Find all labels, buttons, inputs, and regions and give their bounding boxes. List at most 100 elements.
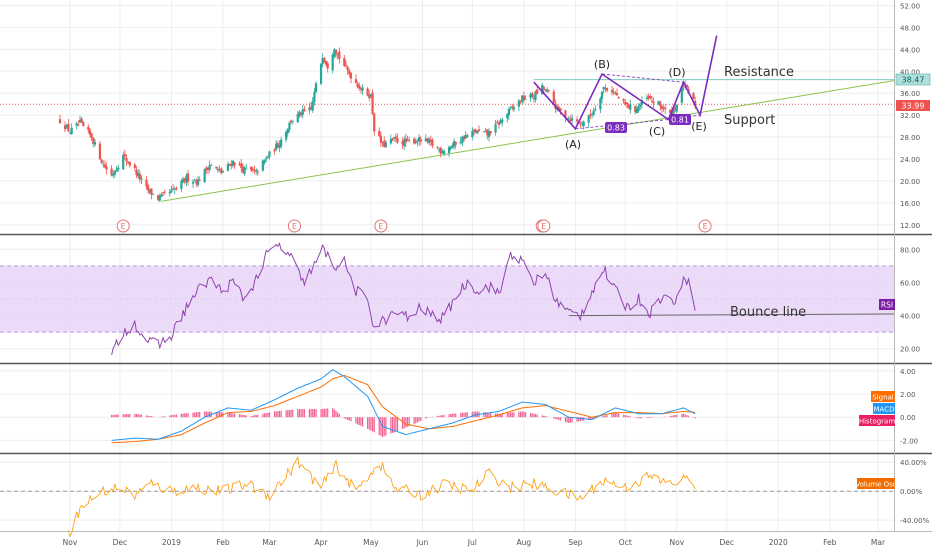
candle-body: [413, 138, 416, 144]
candle-body: [416, 140, 419, 142]
candle-body: [93, 141, 97, 145]
candle-body: [175, 188, 178, 190]
candle-body: [494, 123, 497, 133]
pattern-label-d: (D): [668, 66, 685, 79]
candle-body: [615, 92, 619, 96]
candle-body: [406, 139, 409, 141]
earnings-event-icon[interactable]: [374, 219, 388, 233]
candle-body: [511, 106, 514, 108]
price-tick-label: 24.00: [900, 156, 920, 164]
candle-body: [637, 106, 640, 111]
earnings-event-icon[interactable]: [116, 219, 130, 233]
candle-body: [185, 175, 188, 183]
candle-body: [127, 161, 130, 164]
date-tick-label: Oct: [619, 538, 632, 547]
candle-body: [196, 179, 200, 186]
candle-body: [346, 66, 349, 71]
candle-body: [599, 98, 602, 110]
candle-body: [296, 114, 299, 123]
rsi-line: [111, 242, 696, 356]
candle-body: [589, 114, 592, 116]
candle-body: [559, 108, 562, 111]
candle-body: [506, 114, 509, 119]
candle-body: [590, 114, 594, 116]
candle-body: [612, 91, 615, 93]
reference-lines: [0, 79, 895, 492]
price-tick-label: 28.00: [900, 134, 920, 142]
candle-body: [133, 164, 136, 169]
candle-body: [428, 139, 431, 143]
candle-body: [221, 170, 225, 173]
candle-body: [652, 101, 655, 104]
candle-body: [145, 179, 148, 187]
candle-body: [639, 104, 642, 107]
candle-body: [218, 169, 221, 171]
macd-tick-label: 2.00: [900, 391, 916, 399]
date-tick-label: Apr: [315, 538, 329, 547]
candle-body: [647, 95, 650, 99]
candle-body: [441, 151, 444, 154]
candle-body: [186, 173, 190, 182]
signal-tag-box: [871, 391, 895, 402]
candle-body: [496, 121, 499, 123]
axes: 52.00 48.00 44.00 40.00 36.00 32.00 28.00 24.00…: [63, 2, 930, 547]
candle-body: [238, 163, 241, 165]
macd-tick-label: 0.00: [900, 414, 916, 422]
candle-body: [431, 139, 434, 146]
candle-body: [75, 123, 78, 126]
earnings-event-label: E: [703, 222, 708, 231]
candle-body: [349, 72, 353, 79]
candle-body: [634, 106, 637, 113]
candle-body: [660, 106, 663, 109]
candle-body: [228, 163, 231, 166]
candle-body: [268, 151, 271, 157]
candle-body: [253, 170, 256, 171]
candle-body: [466, 135, 469, 138]
candle-body: [334, 49, 338, 54]
earnings-event-label: E: [378, 222, 383, 231]
candle-body: [203, 169, 206, 183]
candle-body: [536, 89, 539, 94]
candle-body: [408, 139, 411, 141]
candle-body: [102, 163, 105, 165]
candle-body: [309, 106, 313, 109]
earnings-event-icon[interactable]: [698, 219, 712, 233]
candle-body: [403, 139, 406, 147]
candle-body: [474, 129, 477, 133]
candle-body: [324, 61, 328, 65]
support-trendline: [161, 80, 895, 202]
histogram-tag-box: [859, 415, 895, 426]
resistance-annotation: Resistance: [724, 65, 794, 80]
price-tick-label: 20.00: [900, 178, 920, 186]
candle-body: [439, 147, 442, 154]
price-tick-label: 16.00: [900, 200, 920, 208]
candle-body: [685, 84, 688, 88]
candle-body: [98, 143, 102, 160]
date-tick-label: May: [363, 538, 379, 547]
price-tick-label: 12.00: [900, 222, 920, 230]
candle-body: [477, 129, 481, 132]
price-tick-label: 36.00: [900, 90, 920, 98]
earnings-event-icon[interactable]: [537, 219, 551, 233]
signal-line: [111, 374, 696, 444]
pattern-label-c: (C): [649, 125, 665, 138]
candle-body: [650, 100, 653, 102]
candle-body: [288, 122, 291, 130]
candle-body: [552, 91, 555, 103]
candle-body: [303, 109, 306, 111]
candle-body: [359, 88, 363, 90]
earnings-event-icon[interactable]: [287, 219, 301, 233]
candle-body: [103, 164, 107, 168]
volosc-tag-box: [857, 478, 895, 489]
earnings-event-label: E: [121, 222, 126, 231]
candle-body: [180, 180, 183, 189]
candle-body: [542, 86, 545, 90]
candle-body: [614, 92, 617, 94]
grid: [0, 0, 894, 531]
candle-body: [675, 104, 678, 112]
candle-body: [476, 130, 479, 134]
candle-body: [396, 138, 399, 143]
date-tick-label: Feb: [216, 538, 230, 547]
